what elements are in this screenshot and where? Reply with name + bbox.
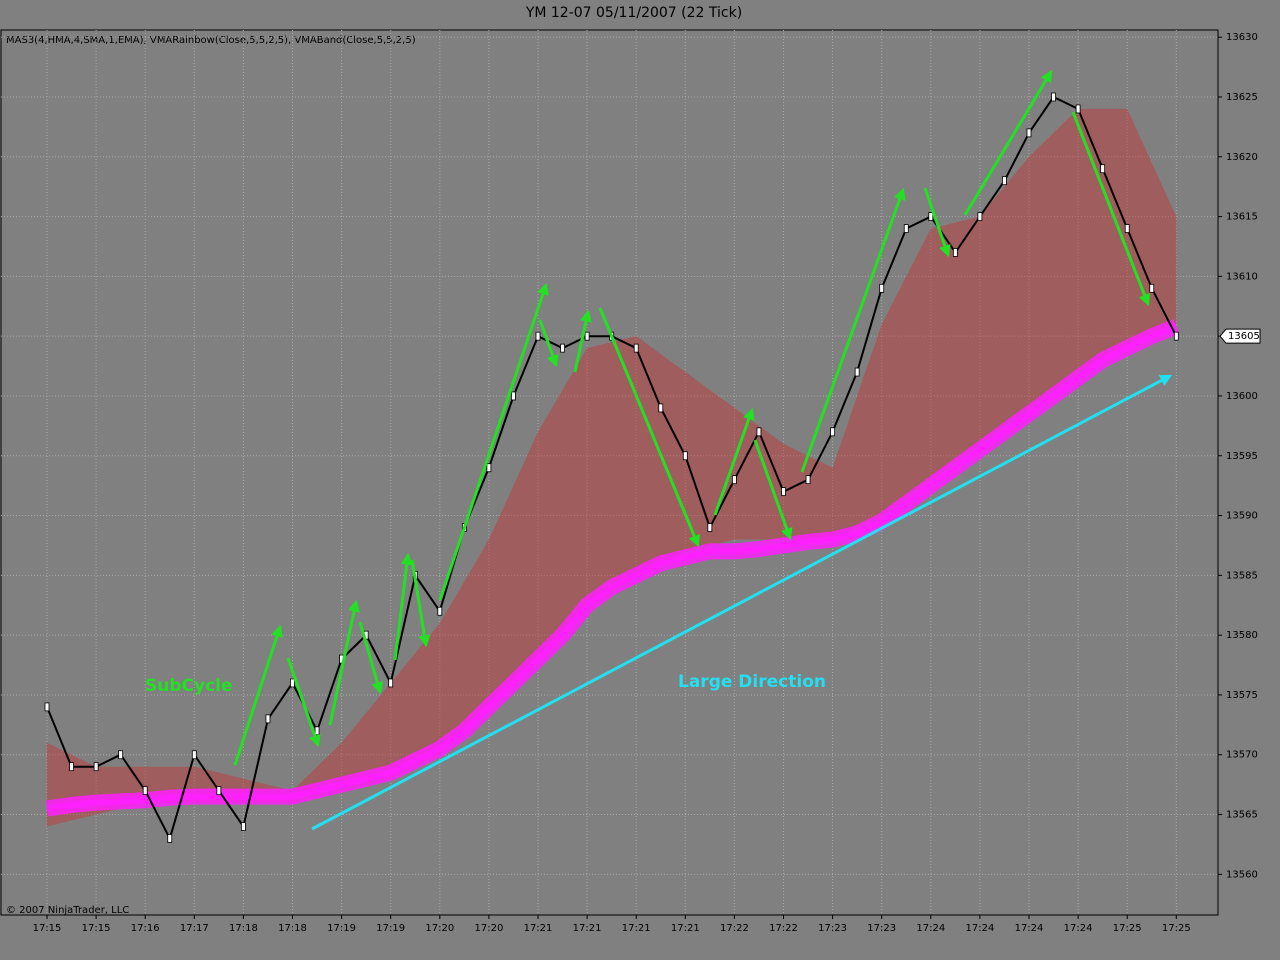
price-point: [265, 714, 271, 724]
price-point: [952, 248, 958, 257]
trend-arrow: [311, 374, 1173, 831]
x-tick-label: 17:18: [278, 923, 307, 934]
y-tick-label: 13565: [1226, 810, 1258, 821]
price-point: [69, 762, 74, 772]
price-point: [707, 523, 713, 532]
x-tick-label: 17:22: [769, 923, 798, 934]
price-point: [781, 487, 786, 497]
y-tick-label: 13620: [1226, 152, 1258, 163]
price-point: [511, 391, 516, 401]
cycle-arrows: [233, 69, 1151, 766]
x-tick-label: 17:16: [131, 923, 160, 934]
x-tick-label: 17:25: [1113, 923, 1142, 934]
annotation: Large Direction: [678, 672, 826, 692]
x-tick-label: 17:18: [229, 923, 258, 934]
price-point: [486, 463, 492, 473]
price-point: [560, 343, 565, 353]
x-tick-label: 17:20: [474, 923, 503, 934]
band-area: [47, 108, 1177, 827]
x-tick-label: 17:21: [524, 923, 553, 934]
last-price-label: 13605: [1228, 331, 1260, 342]
y-tick-label: 13575: [1226, 690, 1258, 701]
y-tick-label: 13600: [1226, 391, 1258, 402]
x-tick-label: 17:15: [82, 923, 111, 934]
price-point: [584, 331, 590, 341]
x-tick-label: 17:17: [180, 923, 209, 934]
price-point: [1026, 128, 1032, 138]
price-point: [167, 834, 173, 843]
price-point: [854, 367, 860, 377]
price-point: [191, 750, 197, 760]
price-point: [118, 750, 124, 760]
price-point: [830, 427, 835, 437]
x-tick-label: 17:22: [720, 923, 749, 934]
band-line-core: [46, 323, 1178, 812]
y-tick-label: 13630: [1226, 32, 1258, 43]
price-point: [977, 212, 983, 221]
price-point: [216, 786, 222, 796]
price-point: [93, 762, 99, 772]
x-tick-label: 17:20: [425, 923, 454, 934]
x-tick-label: 17:21: [573, 923, 602, 934]
x-tick-label: 17:24: [916, 923, 945, 934]
x-tick-label: 17:21: [622, 923, 651, 934]
price-point: [928, 212, 934, 221]
y-tick-label: 13590: [1226, 511, 1258, 522]
x-tick-label: 17:19: [327, 923, 356, 934]
price-point: [1002, 176, 1007, 186]
x-tick-label: 17:24: [965, 923, 994, 934]
x-tick-label: 17:24: [1064, 923, 1093, 934]
y-tick-label: 13580: [1226, 630, 1258, 641]
indicator-label: MAS3(4,HMA,4,SMA,1,EMA), VMARainbow(Clos…: [6, 35, 416, 46]
grid: [1, 30, 1218, 915]
price-point: [879, 283, 885, 293]
price-point: [1124, 224, 1130, 233]
y-tick-label: 13570: [1226, 750, 1258, 761]
price-point: [682, 451, 688, 461]
y-tick-label: 13585: [1226, 570, 1258, 581]
price-point: [1173, 331, 1179, 341]
price-point: [437, 606, 443, 616]
price-point: [240, 822, 246, 831]
x-tick-label: 17:23: [818, 923, 847, 934]
y-tick-label: 13595: [1226, 451, 1258, 462]
y-tick-label: 13610: [1226, 271, 1258, 282]
y-tick-label: 13625: [1226, 92, 1258, 103]
price-point: [535, 331, 541, 341]
price-point: [903, 224, 909, 233]
x-tick-label: 17:21: [671, 923, 700, 934]
price-point: [658, 403, 664, 413]
price-point: [1149, 283, 1155, 293]
x-tick-label: 17:23: [867, 923, 896, 934]
price-point: [388, 678, 394, 688]
y-tick-label: 13560: [1226, 869, 1258, 880]
y-tick-label: 13615: [1226, 212, 1258, 223]
price-point: [756, 427, 762, 437]
x-tick-label: 17:15: [33, 923, 62, 934]
price-point: [805, 475, 811, 485]
copyright: © 2007 NinjaTrader, LLC: [6, 905, 129, 916]
price-point: [290, 678, 295, 688]
annotations: SubCycle Large Direction: [145, 69, 1173, 831]
price-point: [732, 475, 737, 485]
price-point: [44, 702, 50, 712]
annotation: SubCycle: [145, 676, 233, 696]
x-tick-label: 17:25: [1162, 923, 1191, 934]
x-tick-label: 17:19: [376, 923, 405, 934]
price-point: [633, 343, 639, 353]
chart-title: YM 12-07 05/11/2007 (22 Tick): [525, 5, 742, 21]
last-price-box: [1219, 328, 1261, 344]
price-point: [142, 786, 148, 796]
x-tick-label: 17:24: [1015, 923, 1044, 934]
price-point: [1100, 164, 1106, 174]
price-point: [1075, 104, 1081, 114]
price-point: [1051, 92, 1056, 102]
